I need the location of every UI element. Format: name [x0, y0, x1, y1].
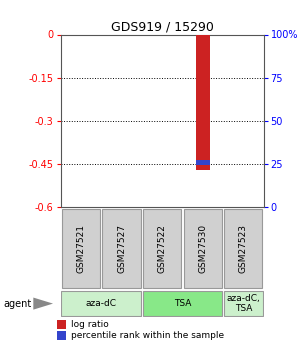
Text: GSM27530: GSM27530 [198, 224, 207, 273]
Bar [62, 291, 141, 316]
Bar [196, 160, 210, 165]
Title: GDS919 / 15290: GDS919 / 15290 [111, 20, 214, 33]
Polygon shape [33, 297, 53, 310]
Text: percentile rank within the sample: percentile rank within the sample [71, 331, 225, 340]
Bar [143, 291, 222, 316]
Bar [224, 291, 263, 316]
Bar [62, 209, 100, 288]
Text: GSM27522: GSM27522 [158, 224, 167, 273]
Text: TSA: TSA [174, 299, 191, 308]
Bar [184, 209, 222, 288]
Text: GSM27523: GSM27523 [239, 224, 248, 273]
Text: aza-dC: aza-dC [86, 299, 117, 308]
Bar [143, 209, 181, 288]
Bar [102, 209, 141, 288]
Bar [196, 34, 210, 170]
Text: agent: agent [3, 299, 31, 308]
Bar [57, 320, 66, 329]
Text: log ratio: log ratio [71, 320, 109, 329]
Text: aza-dC,
TSA: aza-dC, TSA [226, 294, 260, 313]
Bar [224, 209, 262, 288]
Text: GSM27527: GSM27527 [117, 224, 126, 273]
Bar [57, 331, 66, 340]
Text: GSM27521: GSM27521 [76, 224, 85, 273]
